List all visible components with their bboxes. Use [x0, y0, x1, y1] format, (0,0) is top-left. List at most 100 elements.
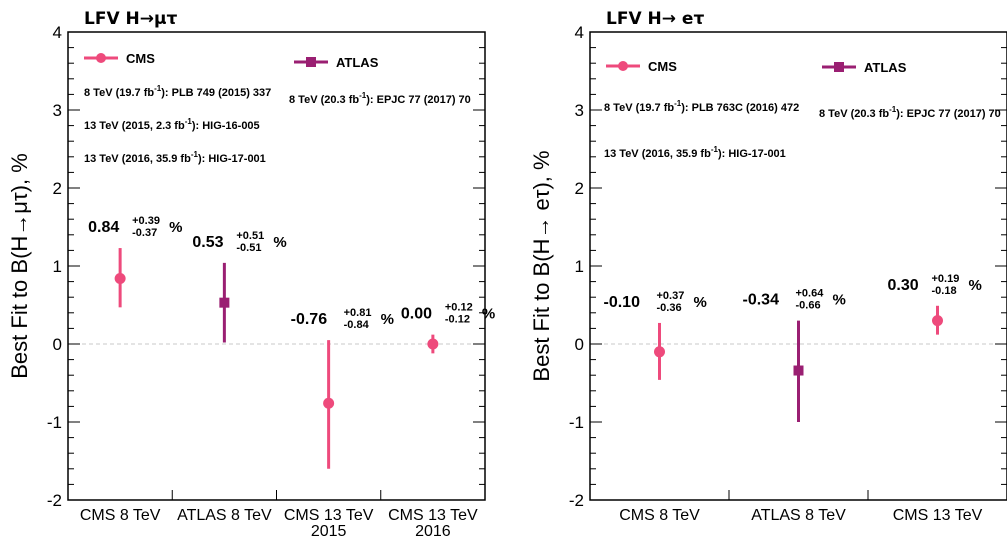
error-down-label: -0.51: [236, 242, 261, 254]
error-up-label: +0.81: [344, 307, 372, 319]
reference-post: ): HIG-16-005: [192, 120, 260, 132]
y-tick-label: 4: [575, 23, 584, 42]
legend-marker-square: [834, 62, 844, 72]
reference-pre: 13 TeV (2016, 35.9 fb: [604, 148, 711, 160]
legend-entry-cms: CMS: [606, 59, 677, 74]
reference-text: 13 TeV (2016, 35.9 fb-1): HIG-17-001: [604, 145, 786, 160]
reference-text: 8 TeV (20.3 fb-1): EPJC 77 (2017) 70: [819, 105, 1001, 120]
percent-label: %: [381, 311, 394, 328]
y-tick-label: 2: [53, 179, 62, 198]
y-tick-label: 0: [575, 335, 584, 354]
data-point-cms: -0.10 +0.37-0.36%: [604, 290, 707, 380]
percent-label: %: [694, 294, 707, 311]
percent-label: %: [482, 306, 495, 323]
value-label: -0.34: [743, 292, 780, 309]
reference-sup: -1: [359, 91, 367, 100]
x-category-label: 2016: [415, 523, 451, 540]
data-point-cms: 0.30 +0.19-0.18%: [888, 273, 982, 335]
point-marker-square: [793, 365, 804, 376]
reference-text: 13 TeV (2016, 35.9 fb-1): HIG-17-001: [84, 150, 266, 165]
value-label: 0.53: [192, 234, 223, 251]
y-axis-label: Best Fit to B(H→μτ), %: [7, 153, 32, 379]
data-point-cms: -0.76 +0.81-0.84%: [291, 307, 394, 469]
error-up-label: +0.51: [236, 230, 264, 242]
y-tick-label: 1: [575, 257, 584, 276]
value-label: -0.10: [604, 294, 641, 311]
error-down-label: -0.18: [932, 285, 957, 297]
reference-text: 8 TeV (20.3 fb-1): EPJC 77 (2017) 70: [289, 91, 471, 106]
error-down-label: -0.84: [344, 319, 370, 331]
legend-label: ATLAS: [336, 55, 379, 70]
percent-label: %: [969, 277, 982, 294]
percent-label: %: [273, 234, 286, 251]
reference-post: ): HIG-17-001: [198, 153, 266, 165]
point-marker-square: [219, 297, 230, 308]
point-marker-circle: [323, 397, 335, 409]
legend-entry-atlas: ATLAS: [294, 55, 379, 70]
chart-panel-2: -2 -1 0 1 2 3 4 CMS 8 TeV ATLAS 8 TeV CMS 13 TeV L…: [529, 9, 1007, 524]
percent-label: %: [833, 292, 846, 309]
legend-marker-circle: [618, 61, 628, 71]
legend-entry-cms: CMS: [84, 51, 155, 66]
value-label: 0.00: [401, 306, 432, 323]
reference-pre: 8 TeV (19.7 fb: [604, 102, 674, 114]
reference-post: ): PLB 749 (2015) 337: [161, 87, 271, 99]
error-down-label: -0.66: [796, 300, 821, 312]
reference-post: ): PLB 763C (2016) 472: [681, 102, 799, 114]
x-category-label: CMS 13 TeV: [284, 507, 374, 524]
x-category-label: CMS 8 TeV: [80, 507, 161, 524]
x-category-label: CMS 13 TeV: [893, 507, 983, 524]
reference-text: 8 TeV (19.7 fb-1): PLB 763C (2016) 472: [604, 99, 799, 114]
value-label: -0.76: [291, 311, 328, 328]
reference-post: ): EPJC 77 (2017) 70: [366, 94, 471, 106]
reference-pre: 8 TeV (20.3 fb: [289, 94, 359, 106]
y-axis-label: Best Fit to B(H→ eτ), %: [529, 150, 554, 381]
legend-marker-square: [306, 57, 316, 67]
data-point-atlas: 0.53 +0.51-0.51%: [192, 230, 287, 343]
x-category-label: ATLAS 8 TeV: [177, 507, 272, 524]
chart-title: LFV H→μτ: [84, 9, 178, 29]
y-tick-label: -1: [47, 413, 62, 432]
reference-pre: 8 TeV (20.3 fb: [819, 108, 889, 120]
legend-label: ATLAS: [864, 60, 907, 75]
reference-sup: -1: [674, 99, 682, 108]
error-down-label: -0.12: [445, 314, 470, 326]
y-tick-label: -2: [569, 491, 584, 510]
y-tick-label: 3: [575, 101, 584, 120]
point-marker-circle: [114, 272, 126, 284]
value-label: 0.30: [888, 277, 919, 294]
reference-text: 13 TeV (2015, 2.3 fb-1): HIG-16-005: [84, 117, 260, 132]
data-point-cms: 0.00 +0.12-0.12%: [401, 302, 495, 354]
y-axis-ticks: [68, 31, 485, 501]
reference-pre: 13 TeV (2016, 35.9 fb: [84, 153, 191, 165]
reference-post: ): EPJC 77 (2017) 70: [896, 108, 1001, 120]
error-up-label: +0.37: [657, 290, 685, 302]
reference-sup: -1: [711, 145, 719, 154]
error-up-label: +0.12: [445, 302, 473, 314]
error-down-label: -0.37: [132, 227, 157, 239]
y-axis-ticks: [590, 31, 1007, 501]
reference-post: ): HIG-17-001: [718, 148, 786, 160]
error-up-label: +0.39: [132, 215, 160, 227]
y-tick-label: -1: [569, 413, 584, 432]
point-marker-circle: [932, 315, 943, 327]
reference-pre: 8 TeV (19.7 fb: [84, 87, 154, 99]
reference-pre: 13 TeV (2015, 2.3 fb: [84, 120, 185, 132]
y-tick-label: 0: [53, 335, 62, 354]
reference-sup: -1: [154, 84, 162, 93]
legend-marker-circle: [96, 53, 106, 63]
legend-entry-atlas: ATLAS: [822, 60, 907, 75]
x-category-label: ATLAS 8 TeV: [751, 507, 846, 524]
y-tick-label: 2: [575, 179, 584, 198]
x-category-label: CMS 8 TeV: [619, 507, 700, 524]
data-point-cms: 0.84 +0.39-0.37%: [88, 215, 182, 308]
y-tick-label: 3: [53, 101, 62, 120]
y-tick-label: 1: [53, 257, 62, 276]
x-category-label: CMS 13 TeV: [388, 507, 478, 524]
x-category-label: 2015: [311, 523, 347, 540]
value-label: 0.84: [88, 219, 119, 236]
error-up-label: +0.64: [796, 288, 825, 300]
legend-label: CMS: [648, 59, 677, 74]
